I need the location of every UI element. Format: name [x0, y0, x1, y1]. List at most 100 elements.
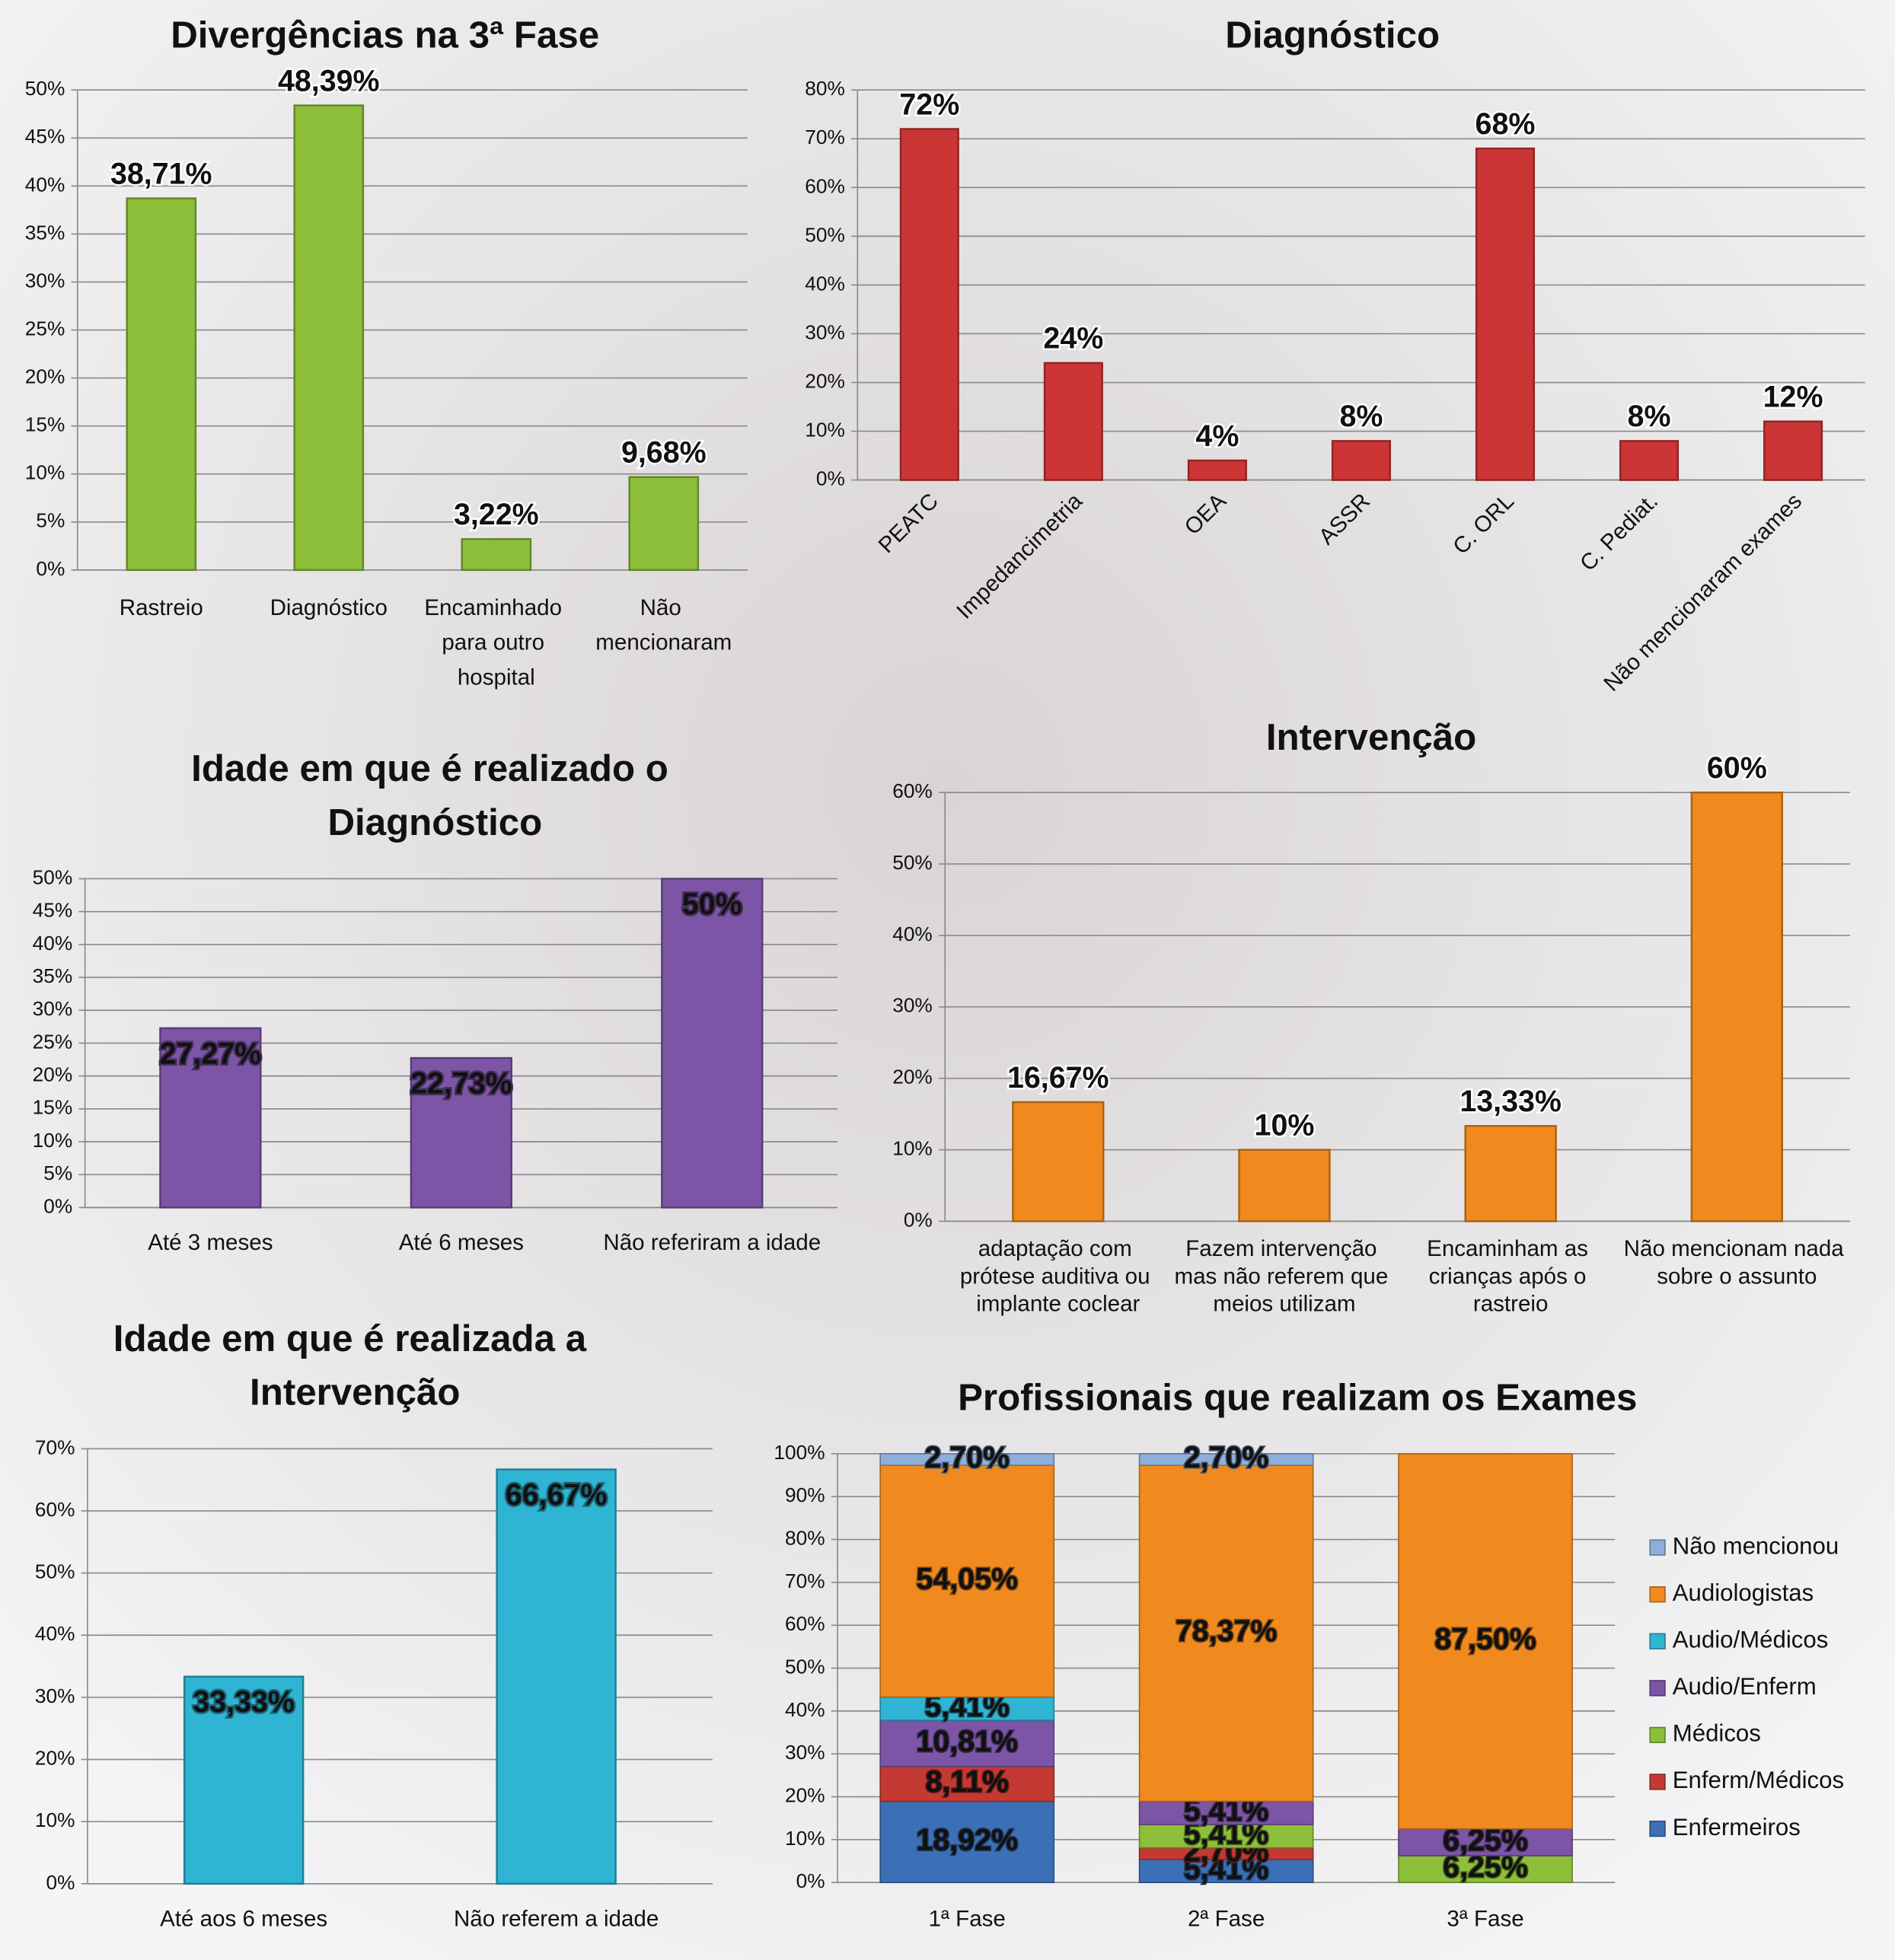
bar	[1188, 461, 1246, 480]
y-tick-label: 40%	[785, 1698, 825, 1721]
value-label: 12%	[1763, 381, 1823, 414]
y-tick-label: 25%	[25, 317, 65, 339]
x-tick-label: Não referem a idade	[454, 1906, 659, 1931]
legend-swatch	[1650, 1774, 1665, 1789]
value-label: 8%	[1628, 400, 1671, 433]
y-tick-label: 70%	[785, 1570, 825, 1592]
bar	[1466, 1126, 1556, 1221]
legend-swatch	[1650, 1587, 1665, 1602]
bar	[1764, 422, 1822, 480]
y-tick-label: 30%	[892, 994, 933, 1017]
bar	[1013, 1102, 1103, 1221]
y-tick-label: 0%	[816, 467, 845, 490]
y-tick-label: 35%	[25, 221, 65, 244]
legend-swatch	[1650, 1821, 1665, 1837]
y-tick-label: 10%	[785, 1827, 825, 1850]
chart-title: Diagnóstico	[1225, 14, 1440, 56]
value-label: 16,67%	[1007, 1061, 1109, 1095]
x-tick-label: Até 6 meses	[399, 1230, 524, 1255]
legend-swatch	[1650, 1681, 1665, 1696]
y-tick-label: 40%	[25, 173, 65, 196]
y-tick-label: 60%	[35, 1498, 75, 1521]
legend-label: Enferm/Médicos	[1673, 1767, 1844, 1793]
y-tick-label: 20%	[892, 1066, 933, 1088]
legend-label: Enfermeiros	[1673, 1814, 1801, 1840]
y-tick-label: 90%	[785, 1484, 825, 1506]
bar	[1239, 1150, 1330, 1222]
value-label: 10%	[1255, 1108, 1315, 1142]
value-label: 72%	[899, 88, 959, 121]
chart-title: Intervenção	[1266, 716, 1476, 758]
y-tick-label: 70%	[35, 1436, 75, 1458]
value-label: 13,33%	[1460, 1085, 1562, 1118]
x-tick-label: 1ª Fase	[929, 1906, 1006, 1931]
value-label: 2,70%	[924, 1441, 1010, 1474]
y-tick-label: 0%	[796, 1869, 825, 1892]
y-tick-label: 100%	[774, 1441, 825, 1464]
x-tick-label: Não referiram a idade	[603, 1230, 821, 1255]
y-tick-label: 30%	[33, 997, 73, 1020]
y-tick-label: 50%	[33, 865, 73, 888]
y-tick-label: 20%	[33, 1063, 73, 1086]
y-tick-label: 40%	[805, 272, 845, 295]
y-tick-label: 25%	[33, 1030, 73, 1053]
value-label: 33,33%	[193, 1685, 295, 1719]
y-tick-label: 30%	[35, 1684, 75, 1707]
legend-label: Audiologistas	[1673, 1579, 1814, 1606]
value-label: 8,11%	[925, 1765, 1009, 1799]
page: Divergências na 3ª Fase0%5%10%15%20%25%3…	[0, 0, 1895, 1960]
charts: Divergências na 3ª Fase0%5%10%15%20%25%3…	[0, 0, 1895, 1960]
legend-label: Médicos	[1673, 1720, 1761, 1747]
value-label: 60%	[1707, 751, 1767, 785]
y-tick-label: 10%	[35, 1809, 75, 1831]
x-tick-label: Rastreio	[120, 595, 203, 620]
y-tick-label: 0%	[904, 1208, 933, 1231]
value-label: 50%	[682, 888, 742, 921]
y-tick-label: 30%	[785, 1741, 825, 1764]
value-label: 27,27%	[160, 1037, 262, 1070]
bar	[497, 1470, 616, 1884]
bar	[295, 106, 363, 570]
y-tick-label: 5%	[43, 1162, 72, 1184]
y-tick-label: 60%	[785, 1612, 825, 1635]
y-tick-label: 60%	[892, 779, 933, 802]
bar	[1620, 441, 1678, 480]
value-label: 87,50%	[1434, 1623, 1536, 1656]
legend-label: Não mencionou	[1673, 1532, 1839, 1559]
y-tick-label: 50%	[785, 1655, 825, 1678]
value-label: 9,68%	[621, 436, 707, 470]
y-tick-label: 40%	[33, 932, 73, 955]
x-tick-label: 2ª Fase	[1188, 1906, 1265, 1931]
y-tick-label: 45%	[25, 125, 65, 148]
value-label: 24%	[1043, 322, 1103, 355]
legend-label: Audio/Enferm	[1673, 1673, 1817, 1700]
y-tick-label: 20%	[25, 365, 65, 388]
value-label: 48,39%	[278, 64, 380, 97]
y-tick-label: 30%	[805, 320, 845, 343]
chart-title: Divergências na 3ª Fase	[171, 14, 599, 56]
bar	[901, 129, 959, 480]
value-label: 18,92%	[916, 1823, 1018, 1856]
bar	[127, 199, 196, 570]
bar	[662, 878, 762, 1207]
y-tick-label: 10%	[25, 461, 65, 484]
y-tick-label: 80%	[785, 1526, 825, 1549]
y-tick-label: 60%	[805, 174, 845, 197]
x-tick-label: 3ª Fase	[1447, 1906, 1523, 1931]
y-tick-label: 0%	[43, 1194, 72, 1217]
bar	[462, 539, 531, 570]
y-tick-label: 20%	[805, 369, 845, 392]
value-label: 4%	[1195, 419, 1239, 453]
bar	[630, 477, 698, 570]
value-label: 3,22%	[454, 498, 539, 531]
bar	[1692, 792, 1782, 1221]
x-tick-label: Diagnóstico	[270, 595, 388, 620]
y-tick-label: 5%	[36, 509, 65, 532]
y-tick-label: 50%	[892, 851, 933, 874]
value-label: 8%	[1339, 400, 1383, 433]
legend-swatch	[1650, 1633, 1665, 1649]
y-tick-label: 10%	[805, 419, 845, 441]
legend-swatch	[1650, 1728, 1665, 1743]
value-label: 66,67%	[506, 1478, 608, 1512]
y-tick-label: 70%	[805, 126, 845, 148]
